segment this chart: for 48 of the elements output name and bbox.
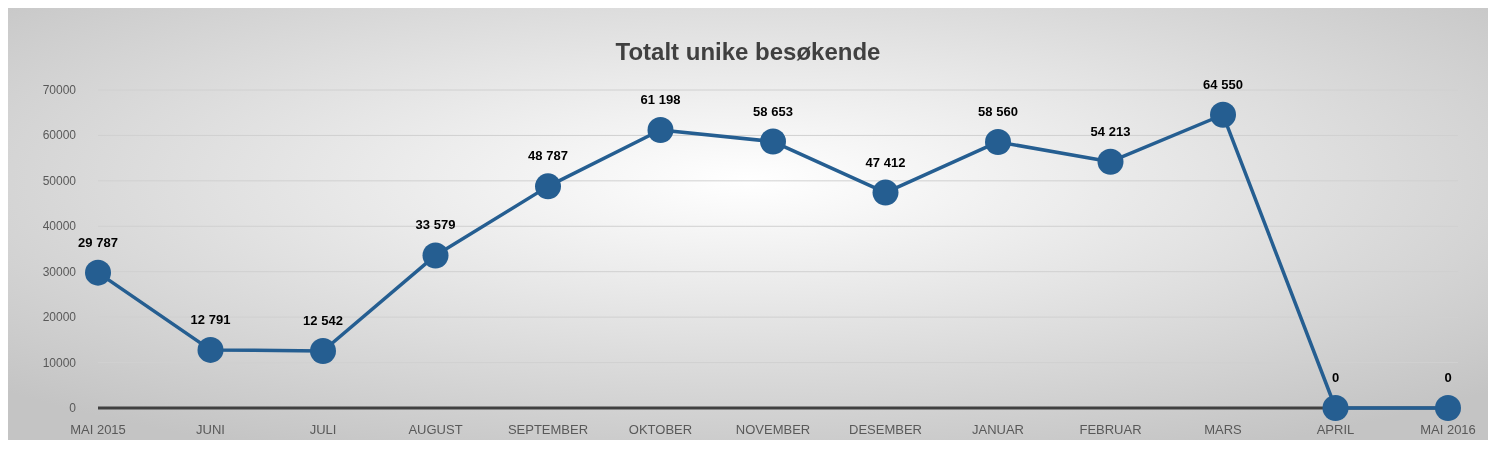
data-label: 47 412: [865, 154, 906, 170]
data-label: 0: [1444, 370, 1452, 385]
x-tick-label: MAI 2016: [1420, 422, 1476, 437]
point: [422, 242, 449, 269]
point: [647, 116, 674, 143]
x-tick-label: OKTOBER: [628, 422, 693, 437]
point: [872, 179, 899, 206]
x-tick-label: FEBRUAR: [1079, 422, 1142, 437]
data-label: 12 542: [303, 313, 343, 329]
data-label: 64 550: [1203, 76, 1243, 92]
x-tick-label: AUGUST: [408, 422, 463, 437]
point: [197, 336, 224, 363]
x-tick-label: JANUAR: [971, 422, 1025, 437]
data-label: 58 653: [753, 103, 793, 119]
data-label: 0: [1331, 370, 1340, 385]
data-label: 12 791: [190, 311, 231, 327]
data-label: 48 787: [528, 148, 568, 164]
x-tick-label: JUNI: [196, 422, 225, 437]
data-label: 58 560: [978, 103, 1018, 119]
y-tick-label: 40000: [42, 219, 77, 234]
data-label: 61 198: [640, 91, 681, 107]
point: [760, 128, 786, 155]
y-tick-label: 60000: [42, 128, 77, 143]
x-tick-label: MARS: [1204, 422, 1243, 437]
data-label: 54 213: [1090, 123, 1131, 139]
x-tick-label: JULI: [309, 422, 337, 437]
y-tick-label: 70000: [42, 83, 77, 97]
point: [985, 128, 1011, 155]
y-tick-label: 50000: [42, 173, 77, 188]
chart-title: Totalt unike besøkende: [615, 38, 881, 65]
point: [1097, 148, 1124, 175]
y-tick-label: 10000: [42, 355, 77, 370]
data-label: 33 579: [415, 217, 456, 233]
point: [1435, 395, 1461, 421]
point: [1322, 395, 1349, 421]
point: [1210, 101, 1236, 128]
y-tick-label: 0: [69, 401, 77, 415]
point: [310, 338, 336, 365]
x-tick-label: SEPTEMBER: [507, 422, 589, 437]
x-tick-label: APRIL: [1316, 422, 1355, 437]
x-tick-label: NOVEMBER: [735, 422, 811, 437]
x-tick-label: MAI 2015: [70, 422, 126, 437]
point: [85, 259, 111, 286]
y-tick-label: 30000: [42, 264, 77, 279]
point: [535, 173, 561, 200]
x-tick-label: DESEMBER: [849, 422, 922, 437]
data-label: 29 787: [78, 234, 118, 250]
y-tick-label: 20000: [42, 310, 77, 325]
